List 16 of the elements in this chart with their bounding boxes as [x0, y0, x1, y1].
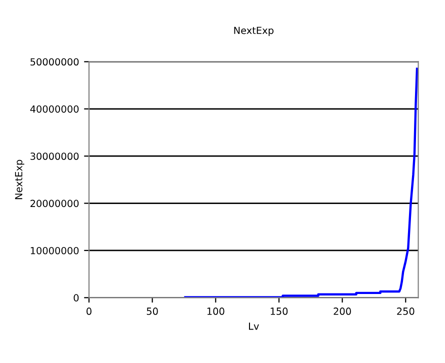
- y-tick-label: 0: [74, 294, 79, 302]
- chart-title: NextExp: [234, 26, 274, 36]
- x-tick-label: 50: [146, 308, 158, 315]
- x-axis-title: Lv: [249, 322, 259, 330]
- y-tick-label: 50000000: [30, 58, 79, 66]
- x-tick-label: 150: [270, 308, 288, 315]
- y-tick-label: 10000000: [30, 246, 79, 254]
- x-tick-label: 200: [334, 308, 351, 315]
- y-tick-label: 20000000: [30, 200, 79, 208]
- x-tick-label: 100: [207, 308, 224, 315]
- x-tick-label: 0: [86, 308, 92, 315]
- y-tick-label: 30000000: [30, 152, 79, 160]
- y-tick-label: 40000000: [30, 105, 79, 113]
- line-series: [184, 68, 418, 298]
- y-axis-title: NextExp: [15, 160, 24, 200]
- x-tick-label: 250: [397, 308, 414, 315]
